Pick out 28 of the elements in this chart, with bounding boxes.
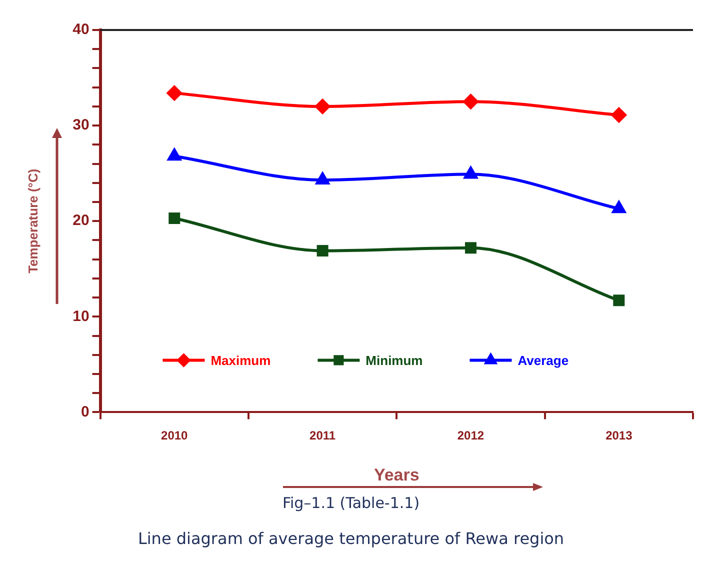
y-tick-label: 40 [72,21,90,38]
y-axis-title: Temperature (°C) [25,168,40,274]
y-tick-label: 30 [72,116,90,134]
legend-label: Maximum [210,352,271,368]
point [168,212,180,224]
y-tick-label: 10 [72,308,90,325]
point [464,242,476,254]
y-tick-label: 0 [80,403,90,420]
text: Line diagram of average temperature of Rewa region [136,529,566,548]
x-tick-label: 2012 [457,428,484,443]
x-tick-label: 2010 [161,428,188,443]
x-tick-label: 2011 [310,428,336,443]
x-axis-title: Years [374,465,420,484]
point [611,108,626,123]
point [463,94,478,110]
point [316,172,330,185]
x-tick-label: 2013 [606,428,633,443]
y-tick-label: 20 [72,212,90,230]
text: Fig–1.1 (Table-1.1) [281,494,421,512]
point [464,166,478,179]
point [166,86,182,101]
point [168,148,182,161]
point [613,294,625,306]
point [315,98,330,114]
legend-label: Minimum [366,352,423,368]
point [612,201,626,214]
point [316,244,328,256]
legend-label: Average [518,352,569,368]
